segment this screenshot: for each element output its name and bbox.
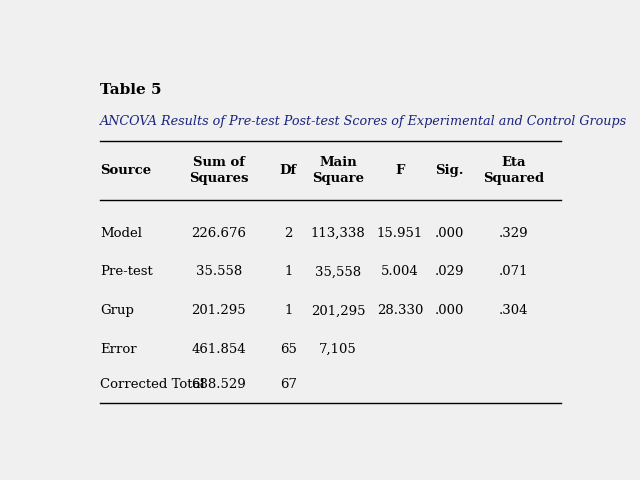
Text: .329: .329 — [499, 227, 529, 240]
Text: 461.854: 461.854 — [191, 343, 246, 356]
Text: Eta
Squared: Eta Squared — [483, 156, 545, 185]
Text: Error: Error — [100, 343, 136, 356]
Text: 1: 1 — [284, 304, 292, 317]
Text: ANCOVA Results of Pre-test Post-test Scores of Experimental and Control Groups: ANCOVA Results of Pre-test Post-test Sco… — [100, 115, 627, 128]
Text: 7,105: 7,105 — [319, 343, 356, 356]
Text: .029: .029 — [435, 265, 464, 278]
Text: Sig.: Sig. — [435, 164, 464, 177]
Text: 5.004: 5.004 — [381, 265, 419, 278]
Text: Grup: Grup — [100, 304, 134, 317]
Text: 201.295: 201.295 — [191, 304, 246, 317]
Text: 35.558: 35.558 — [196, 265, 242, 278]
Text: Source: Source — [100, 164, 151, 177]
Text: 35,558: 35,558 — [315, 265, 361, 278]
Text: 67: 67 — [280, 378, 297, 391]
Text: 201,295: 201,295 — [310, 304, 365, 317]
Text: .071: .071 — [499, 265, 529, 278]
Text: Table 5: Table 5 — [100, 84, 161, 97]
Text: 1: 1 — [284, 265, 292, 278]
Text: .000: .000 — [435, 304, 464, 317]
Text: .304: .304 — [499, 304, 529, 317]
Text: Model: Model — [100, 227, 142, 240]
Text: Pre-test: Pre-test — [100, 265, 152, 278]
Text: Corrected Total: Corrected Total — [100, 378, 205, 391]
Text: 2: 2 — [284, 227, 292, 240]
Text: 113,338: 113,338 — [310, 227, 365, 240]
Text: .000: .000 — [435, 227, 464, 240]
Text: 65: 65 — [280, 343, 297, 356]
Text: F: F — [396, 164, 404, 177]
Text: 688.529: 688.529 — [191, 378, 246, 391]
Text: 226.676: 226.676 — [191, 227, 246, 240]
Text: Main
Square: Main Square — [312, 156, 364, 185]
Text: 28.330: 28.330 — [377, 304, 423, 317]
Text: Sum of
Squares: Sum of Squares — [189, 156, 248, 185]
Text: 15.951: 15.951 — [377, 227, 423, 240]
Text: Df: Df — [280, 164, 297, 177]
